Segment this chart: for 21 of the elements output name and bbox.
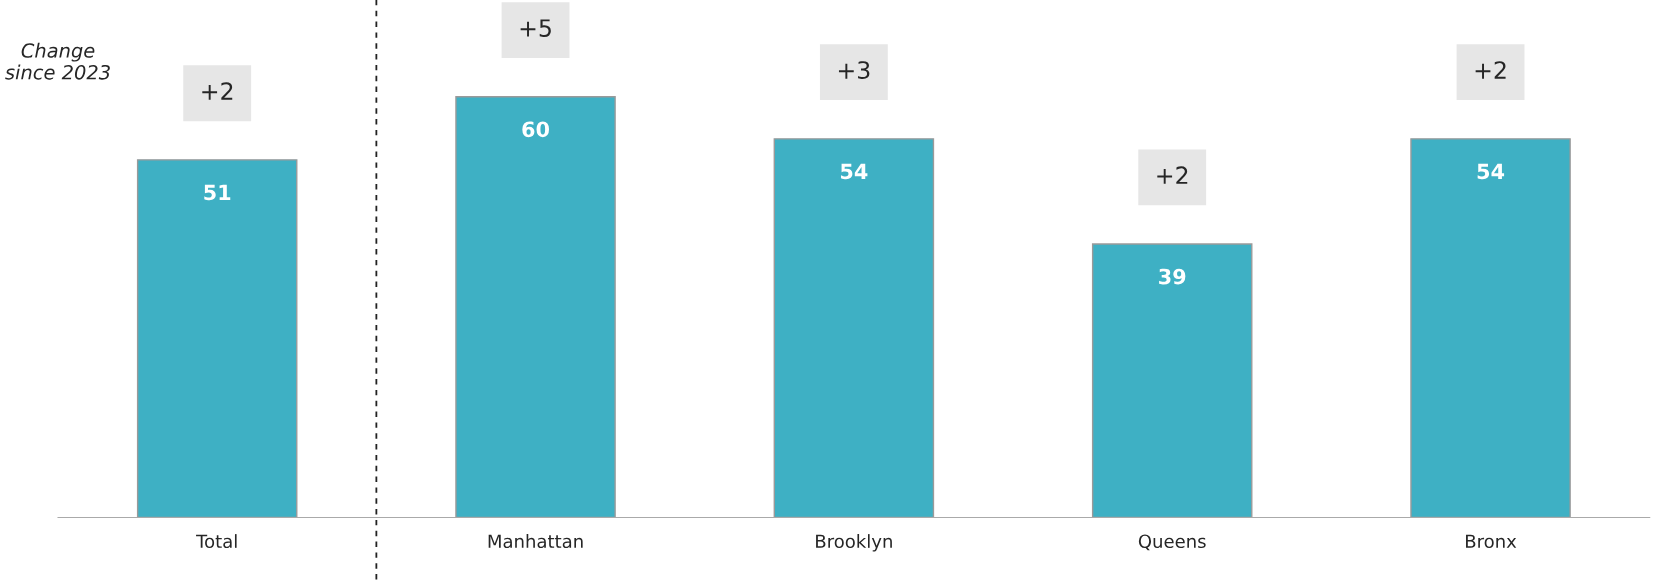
annotation: +2 xyxy=(1157,166,1188,184)
x-tick-label: Queens xyxy=(1138,534,1206,551)
x-tick-label: Bronx xyxy=(1466,534,1517,549)
data-label: 60 xyxy=(522,121,550,138)
annotation: +2 xyxy=(202,82,233,100)
bar xyxy=(773,138,935,518)
x-tick-label: Manhattan xyxy=(488,534,583,549)
bar xyxy=(1091,243,1253,518)
annotation: +5 xyxy=(520,19,551,37)
x-tick-label: Total xyxy=(196,534,237,549)
data-label: 54 xyxy=(840,163,868,180)
annotation: +2 xyxy=(1475,61,1506,79)
data-label: 54 xyxy=(1477,163,1505,180)
data-label: 51 xyxy=(204,184,231,201)
text: Change since 2023 xyxy=(5,42,110,80)
bar xyxy=(455,96,616,518)
data-label: 39 xyxy=(1159,268,1186,285)
x-tick-label: Brooklyn xyxy=(816,534,892,552)
bar xyxy=(1410,138,1571,518)
annotation: +3 xyxy=(838,61,870,80)
bar xyxy=(136,159,298,518)
